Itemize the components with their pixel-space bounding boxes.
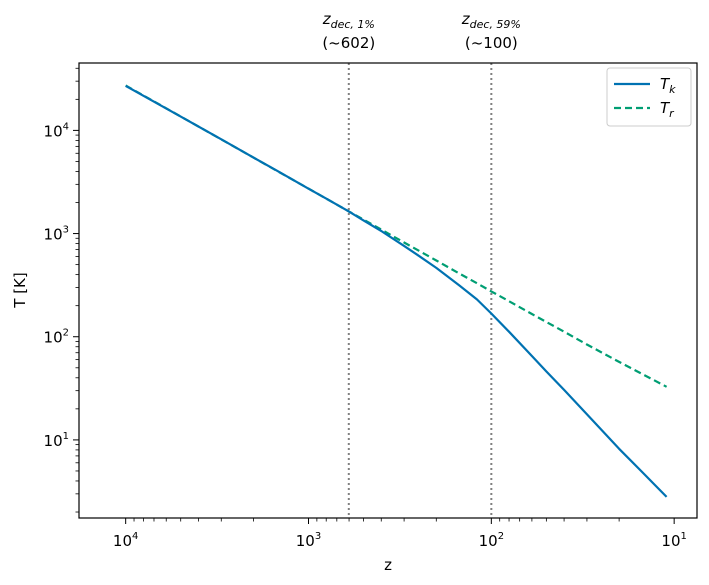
legend: Tk Tr	[606, 67, 692, 127]
x-tick-label: 103	[296, 531, 321, 550]
y-tick-label: 103	[44, 225, 69, 244]
series-line-k	[125, 84, 668, 498]
legend-label-r: Tr	[660, 99, 675, 120]
y-tick-label: 104	[44, 121, 69, 140]
y-axis-label: T [K]	[11, 272, 29, 308]
vline-label-value: (~100)	[465, 34, 518, 52]
vertical-markers	[347, 63, 493, 518]
x-axis-ticks: 104 103 102 101	[113, 518, 687, 550]
plot-frame	[78, 62, 698, 519]
series-lines	[125, 84, 668, 498]
x-axis-label: z	[384, 556, 392, 574]
y-axis-ticks: 101 102 103 104	[44, 67, 79, 513]
vline-label-value: (~602)	[322, 34, 375, 52]
x-tick-label: 101	[661, 531, 686, 550]
vline-label-name: zdec, 59%	[461, 10, 521, 31]
marker-labels: zdec, 1% (~602) zdec, 59% (~100)	[322, 10, 521, 52]
legend-box	[606, 67, 692, 127]
y-tick-label: 102	[44, 328, 69, 347]
x-tick-label: 104	[113, 531, 138, 550]
legend-label-k: Tk	[660, 75, 676, 96]
y-tick-label: 101	[44, 431, 69, 450]
x-tick-label: 102	[479, 531, 504, 550]
vline-label-name: zdec, 1%	[322, 10, 375, 31]
